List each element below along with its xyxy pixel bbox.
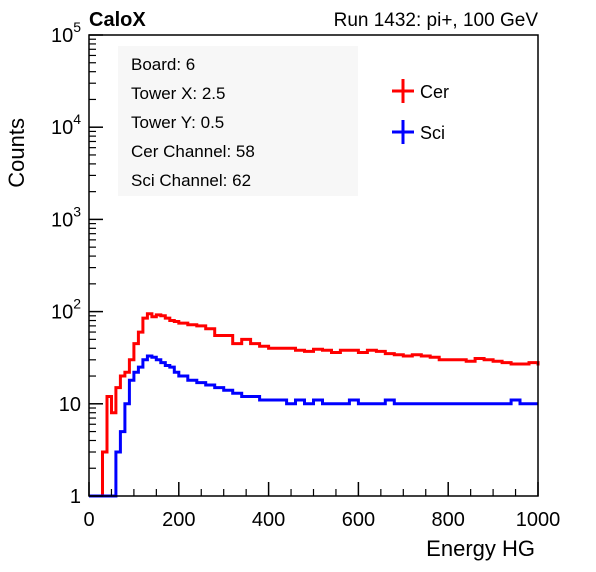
- series-line-sci: [89, 354, 538, 498]
- y-tick-label: 104: [51, 111, 81, 139]
- y-axis: 1 10 102 103 104 105: [51, 19, 103, 508]
- info-line: Board: 6: [131, 55, 195, 74]
- x-tick-label: 400: [252, 509, 285, 531]
- x-tick-label: 1000: [516, 509, 561, 531]
- y-tick-label: 102: [51, 296, 81, 324]
- experiment-label: CaloX: [89, 9, 146, 31]
- series-group: [89, 312, 540, 498]
- legend-label-sci: Sci: [420, 123, 445, 143]
- info-line: Cer Channel: 58: [131, 142, 255, 161]
- info-line: Sci Channel: 62: [131, 171, 251, 190]
- info-box-background: [118, 46, 358, 196]
- y-tick-label: 105: [51, 19, 81, 47]
- y-tick-label: 1: [70, 486, 81, 508]
- info-line: Tower Y: 0.5: [131, 113, 224, 132]
- x-tick-label: 800: [432, 509, 465, 531]
- run-label: Run 1432: pi+, 100 GeV: [334, 10, 539, 31]
- x-axis: 0 200 400 600 800 1000: [83, 482, 560, 531]
- info-box: Board: 6 Tower X: 2.5 Tower Y: 0.5 Cer Chan…: [131, 55, 255, 190]
- y-axis-title: Counts: [4, 118, 29, 188]
- x-axis-title: Energy HG: [426, 536, 535, 561]
- x-tick-label: 200: [162, 509, 195, 531]
- y-tick-label: 103: [51, 203, 81, 231]
- legend-label-cer: Cer: [420, 82, 449, 102]
- x-tick-label: 0: [83, 509, 94, 531]
- info-line: Tower X: 2.5: [131, 84, 226, 103]
- x-tick-label: 600: [342, 509, 375, 531]
- series-line-cer: [89, 312, 540, 498]
- y-tick-label: 10: [59, 394, 81, 416]
- legend: Cer Sci: [392, 79, 449, 144]
